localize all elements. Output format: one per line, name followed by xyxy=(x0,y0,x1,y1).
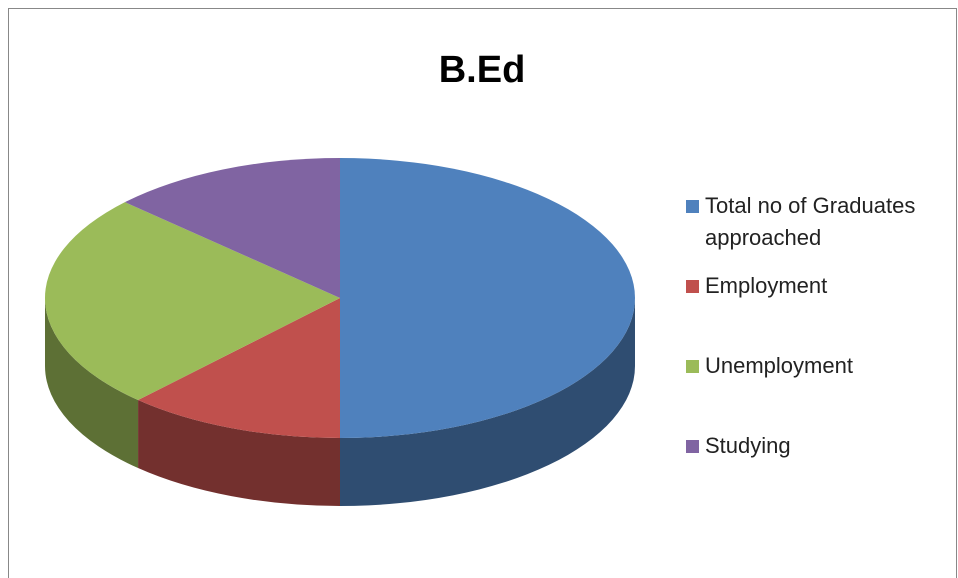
legend-label: Employment xyxy=(705,273,828,298)
legend-label: Studying xyxy=(705,433,791,458)
pie-slice xyxy=(138,298,340,438)
legend-swatch xyxy=(686,200,699,213)
slice-side xyxy=(138,400,340,506)
legend-swatch xyxy=(686,280,699,293)
legend: Total no of Graduates approached Employme… xyxy=(686,190,951,462)
chart-title: B.Ed xyxy=(439,49,526,91)
chart-border xyxy=(8,8,957,578)
legend-entry: Total no of Graduates approached xyxy=(686,190,951,254)
pie-slice xyxy=(45,202,340,401)
slice-side xyxy=(340,298,635,506)
legend-entry: Employment xyxy=(686,270,951,302)
legend-label: Total no of Graduates approached xyxy=(705,193,916,250)
legend-entry: Unemployment xyxy=(686,350,951,382)
pie-slice xyxy=(340,158,635,438)
legend-swatch xyxy=(686,360,699,373)
slice-side xyxy=(45,298,139,469)
legend-entry: Studying xyxy=(686,430,951,462)
legend-label: Unemployment xyxy=(705,353,853,378)
legend-swatch xyxy=(686,440,699,453)
pie-slice xyxy=(124,158,340,298)
